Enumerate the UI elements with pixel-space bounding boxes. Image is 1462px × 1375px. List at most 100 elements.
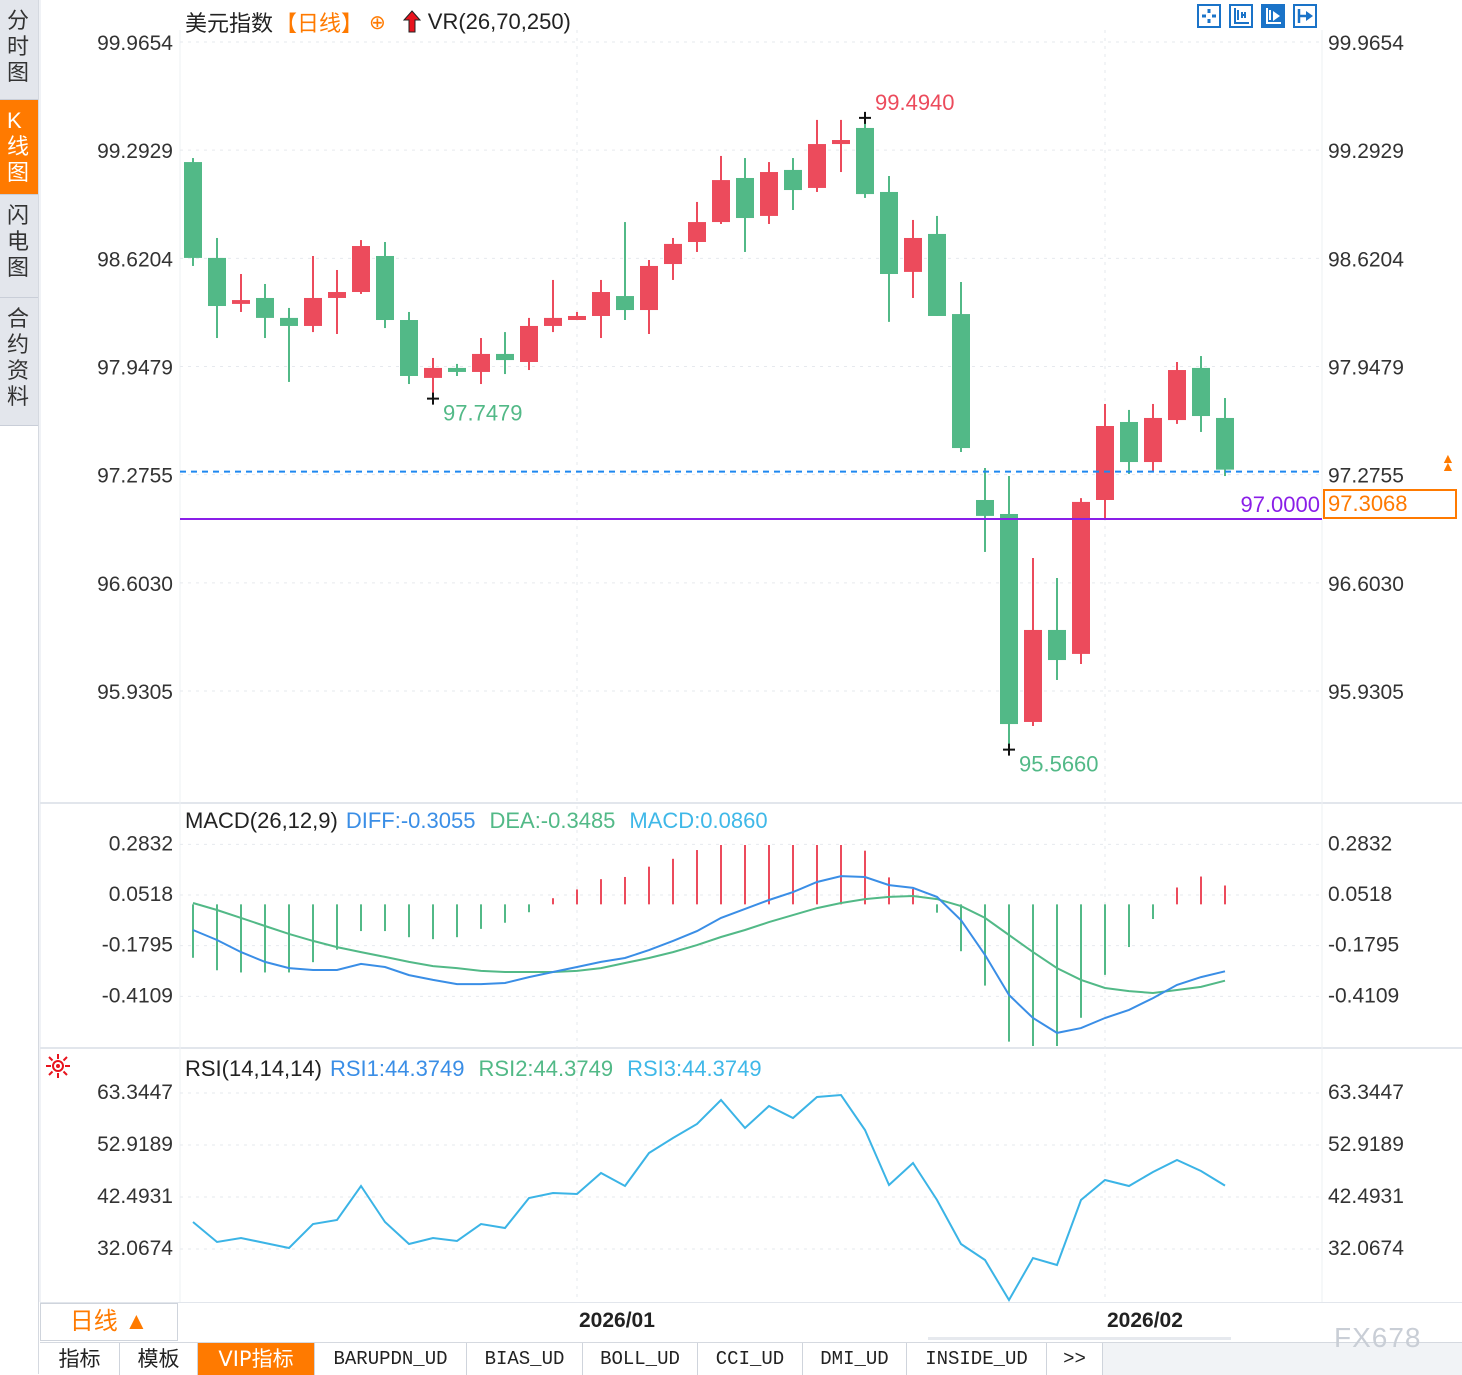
macd-value: MACD:0.0860 <box>629 808 768 833</box>
rsi-tick-left: 42.4931 <box>97 1185 173 1208</box>
candle-up <box>304 297 322 326</box>
chart-scrollbar[interactable] <box>928 1337 1231 1340</box>
candle-up <box>424 367 442 378</box>
diff-line <box>192 875 1226 1034</box>
macd-legend: MACD(26,12,9) DIFF:-0.3055 DEA:-0.3485 MACD… <box>185 808 782 834</box>
y-tick-label-left: 96.6030 <box>97 573 173 596</box>
chart-header: 美元指数 【日线】 ⊕ VR(26,70,250) <box>185 6 571 38</box>
rsi3-value: RSI3:44.3749 <box>627 1056 762 1081</box>
y-tick-label-right: 97.2755 <box>1328 465 1404 488</box>
kline-chart[interactable]: 99.9654 99.9654 99.2929 99.2929 98.6204 98.62… <box>0 0 1462 1302</box>
indicator-label[interactable]: VR(26,70,250) <box>427 9 571 34</box>
tab-label: K线图 <box>7 108 30 185</box>
y-tick-label-right: 98.6204 <box>1328 248 1404 271</box>
candle-up <box>472 353 490 372</box>
dea-line <box>192 894 1226 995</box>
y-tick-label-right: 97.9479 <box>1328 357 1404 380</box>
y-tick-label-left: 98.6204 <box>97 248 173 271</box>
candle-up <box>904 237 922 272</box>
candle-up <box>328 292 346 298</box>
sidebar-tab-flash[interactable]: 闪电图 <box>0 195 38 298</box>
diff-value: DIFF:-0.3055 <box>345 808 476 833</box>
tab-bias[interactable]: BIAS_UD <box>467 1343 583 1375</box>
circle-plus-icon[interactable]: ⊕ <box>369 11 386 34</box>
rsi-tick-right: 42.4931 <box>1328 1185 1404 1208</box>
macd-tick-left: 0.2832 <box>109 832 173 855</box>
rsi2-value: RSI2:44.3749 <box>478 1056 614 1081</box>
candle-up <box>712 180 730 223</box>
range-play-icon[interactable] <box>1261 4 1285 28</box>
candle-up <box>1168 370 1186 421</box>
candle-down <box>448 367 466 372</box>
tabs-more-button[interactable]: >> <box>1047 1343 1103 1375</box>
y-tick-label-left: 95.9305 <box>97 681 173 704</box>
candle-up <box>1024 629 1042 722</box>
rsi-tick-left: 32.0674 <box>97 1237 173 1260</box>
candle-down <box>400 320 418 376</box>
tab-label: 分时图 <box>7 8 30 85</box>
rsi-legend: RSI(14,14,14) RSI1:44.3749 RSI2:44.3749 RSI… <box>185 1056 776 1082</box>
y-tick-label-left: 97.2755 <box>97 465 173 488</box>
rsi1-value: RSI1:44.3749 <box>329 1056 465 1081</box>
candle-up <box>592 292 610 316</box>
tab-vip-indicators[interactable]: VIP指标 <box>198 1343 315 1375</box>
candle-down <box>952 314 970 449</box>
move-right-icon[interactable] <box>1293 4 1317 28</box>
last-price-box: 97.3068 <box>1323 489 1457 519</box>
tab-cci[interactable]: CCI_UD <box>698 1343 803 1375</box>
sun-settings-icon[interactable] <box>45 1053 71 1079</box>
macd-title: MACD(26,12,9) <box>185 808 338 833</box>
y-tick-label-left: 99.2929 <box>97 140 173 163</box>
candle-down <box>880 191 898 275</box>
sidebar-tab-timeshare[interactable]: 分时图 <box>0 0 38 100</box>
candle-down <box>928 233 946 316</box>
candle-up <box>232 300 250 304</box>
candle-up <box>1072 501 1090 654</box>
tab-templates[interactable]: 模板 <box>120 1343 198 1375</box>
date-label: 2026/01 <box>579 1309 655 1332</box>
candle-down <box>856 127 874 195</box>
candle-up <box>640 265 658 311</box>
sidebar-tab-contract-info[interactable]: 合约资料 <box>0 298 38 426</box>
extreme-label: 97.7479 <box>443 401 523 426</box>
sidebar-tab-kline[interactable]: K线图 <box>0 100 38 195</box>
candle-up <box>760 172 778 216</box>
symbol-title: 美元指数 <box>185 11 274 36</box>
tab-label: 合约资料 <box>7 306 30 409</box>
candle-down <box>736 177 754 219</box>
candle-up <box>1144 417 1162 463</box>
tab-barupdn[interactable]: BARUPDN_UD <box>315 1343 467 1375</box>
rsi-tick-right: 52.9189 <box>1328 1133 1404 1156</box>
y-tick-label-right: 99.9654 <box>1328 32 1404 55</box>
tab-indicators[interactable]: 指标 <box>40 1343 120 1375</box>
scroll-up-arrow-icon[interactable]: ▲ ▲ <box>1441 450 1455 474</box>
candle-down <box>1192 367 1210 417</box>
tab-dmi[interactable]: DMI_UD <box>803 1343 907 1375</box>
tab-label: 闪电图 <box>7 203 30 280</box>
extreme-label: 95.5660 <box>1019 752 1099 777</box>
dea-value: DEA:-0.3485 <box>489 808 616 833</box>
macd-tick-right: 0.2832 <box>1328 832 1392 855</box>
tab-inside[interactable]: INSIDE_UD <box>907 1343 1047 1375</box>
crosshair-icon[interactable] <box>1197 4 1221 28</box>
candle-down <box>1000 513 1018 725</box>
rsi-tick-right: 32.0674 <box>1328 1237 1404 1260</box>
y-tick-label-right: 96.6030 <box>1328 573 1404 596</box>
range-select-icon[interactable] <box>1229 4 1253 28</box>
red-up-arrow-icon[interactable] <box>402 10 422 34</box>
candle-down <box>184 162 202 258</box>
tab-boll[interactable]: BOLL_UD <box>583 1343 698 1375</box>
rsi-tick-left: 63.3447 <box>97 1081 173 1104</box>
candle-down <box>376 255 394 321</box>
extreme-marker <box>1003 743 1015 756</box>
candle-up <box>568 315 586 321</box>
sidebar: 分时图 K线图 闪电图 合约资料 <box>0 0 39 1374</box>
y-tick-label-left: 97.9479 <box>97 357 173 380</box>
candle-up <box>688 222 706 242</box>
date-axis: 日线 ▲ 2026/01 2026/02 <box>40 1302 1462 1343</box>
candle-down <box>1048 629 1066 661</box>
period-label: 【日线】 <box>275 11 364 36</box>
candle-down <box>616 296 634 311</box>
period-select-button[interactable]: 日线 ▲ <box>40 1303 178 1341</box>
candle-down <box>1216 417 1234 470</box>
